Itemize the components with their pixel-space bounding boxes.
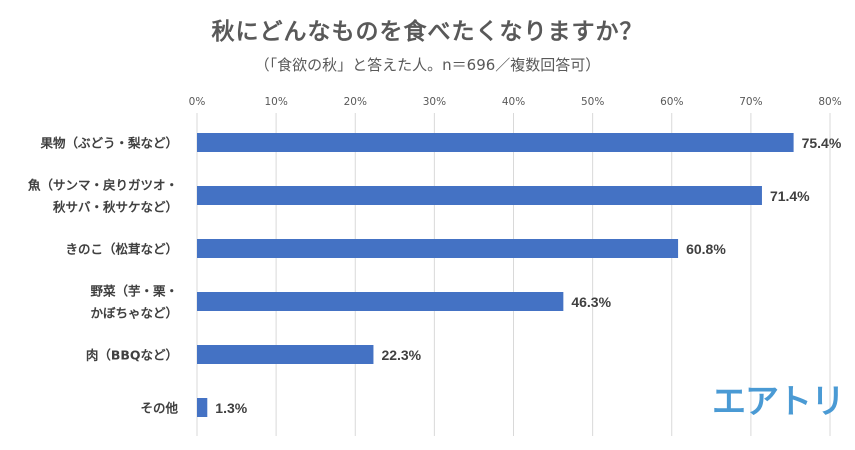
bar (197, 133, 794, 152)
category-label: きのこ（松茸など） (65, 242, 178, 257)
x-tick-label: 70% (739, 96, 762, 108)
x-tick-label: 80% (818, 96, 841, 108)
x-tick-label: 10% (264, 96, 287, 108)
chart-title: 秋にどんなものを食べたくなりますか？ (211, 19, 644, 45)
data-label: 46.3% (571, 294, 611, 310)
brand-logo: エアトリ (712, 382, 845, 422)
bar (197, 239, 679, 258)
data-label: 22.3% (381, 347, 421, 363)
x-tick-label: 60% (660, 96, 683, 108)
chart-subtitle: （「食欲の秋」と答えた人。n＝696／複数回答可） (254, 56, 601, 74)
x-tick-label: 30% (423, 96, 446, 108)
category-label: 魚（サンマ・戻りガツオ・ (28, 178, 178, 193)
data-label: 75.4% (802, 135, 842, 151)
bar (197, 345, 374, 364)
data-label: 60.8% (686, 241, 726, 257)
category-label: 果物（ぶどう・梨など） (39, 136, 178, 151)
data-label: 71.4% (770, 188, 810, 204)
x-tick-label: 20% (344, 96, 367, 108)
data-label: 1.3% (215, 400, 247, 416)
category-label: その他 (140, 401, 178, 416)
category-label: 秋サバ・秋サケなど） (53, 200, 178, 215)
bar (197, 292, 564, 311)
category-label: 肉（BBQなど） (86, 348, 178, 363)
bar (197, 186, 762, 205)
x-tick-label: 0% (189, 96, 206, 108)
bar (197, 398, 208, 417)
category-label: かぼちゃなど） (90, 306, 178, 321)
x-tick-label: 40% (502, 96, 525, 108)
x-tick-label: 50% (581, 96, 604, 108)
category-label: 野菜（芋・栗・ (90, 284, 178, 299)
